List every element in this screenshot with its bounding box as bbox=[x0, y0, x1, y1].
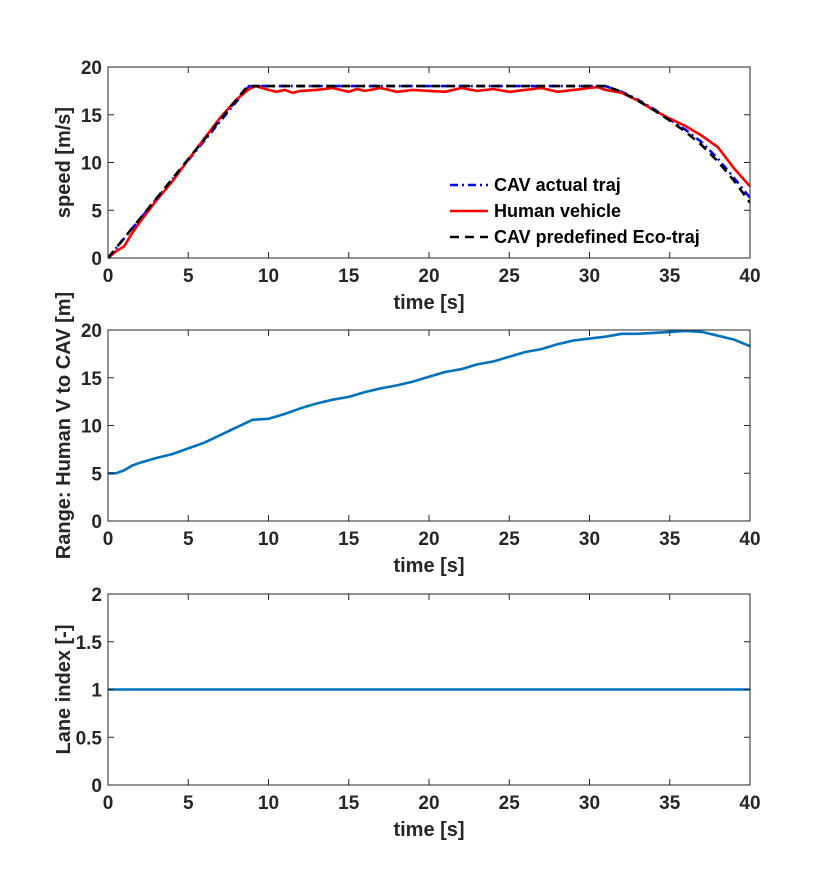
x-tick-label: 25 bbox=[499, 266, 521, 287]
y-axis-label: speed [m/s] bbox=[53, 107, 75, 218]
y-tick-label: 20 bbox=[81, 58, 102, 79]
y-tick-label: 10 bbox=[81, 417, 102, 438]
x-tick-label: 35 bbox=[659, 266, 681, 287]
y-tick-label: 2 bbox=[91, 585, 102, 606]
x-tick-label: 25 bbox=[499, 529, 521, 550]
y-tick-label: 0 bbox=[91, 512, 102, 533]
y-tick-label: 15 bbox=[81, 369, 103, 390]
y-axis-label: Lane index [-] bbox=[53, 624, 75, 754]
x-tick-label: 40 bbox=[739, 529, 760, 550]
series-group bbox=[108, 329, 750, 475]
x-tick-label: 5 bbox=[183, 529, 194, 550]
y-tick-label: 1.5 bbox=[76, 633, 103, 654]
y-tick-label: 5 bbox=[91, 201, 102, 222]
series-line-cav-predefined-eco-traj bbox=[108, 84, 750, 259]
legend-entry: CAV actual traj bbox=[494, 175, 621, 195]
x-tick-label: 35 bbox=[659, 793, 681, 814]
series-line-range bbox=[108, 329, 750, 475]
x-tick-label: 5 bbox=[183, 266, 194, 287]
x-tick-label: 10 bbox=[258, 529, 279, 550]
y-tick-label: 0.5 bbox=[76, 728, 103, 749]
x-tick-label: 10 bbox=[258, 266, 279, 287]
series-line-human-vehicle bbox=[108, 84, 750, 259]
x-tick-label: 5 bbox=[183, 793, 194, 814]
x-tick-label: 10 bbox=[258, 793, 279, 814]
x-tick-label: 0 bbox=[103, 793, 114, 814]
legend-entry: Human vehicle bbox=[494, 201, 621, 221]
y-tick-label: 1 bbox=[91, 681, 102, 702]
x-axis-label: time [s] bbox=[393, 555, 464, 577]
x-tick-label: 0 bbox=[103, 529, 114, 550]
x-tick-label: 20 bbox=[418, 266, 439, 287]
chart-panel-2: 0 5 10 15 20 25 30 35 40 0 5 10 15 20 time [s] Range: H… bbox=[53, 292, 761, 577]
x-tick-label: 30 bbox=[579, 793, 600, 814]
x-axis-label: time [s] bbox=[393, 292, 464, 314]
x-tick-label: 30 bbox=[579, 529, 600, 550]
x-tick-label: 40 bbox=[739, 793, 760, 814]
x-tick-label: 30 bbox=[579, 266, 600, 287]
series-group bbox=[108, 84, 750, 259]
legend: CAV actual traj Human vehicle CAV predefin… bbox=[450, 175, 700, 247]
y-axis-label: Range: Human V to CAV [m] bbox=[53, 292, 75, 559]
x-tick-label: 0 bbox=[103, 266, 114, 287]
x-tick-label: 25 bbox=[499, 793, 521, 814]
x-tick-label: 15 bbox=[338, 529, 360, 550]
y-tick-label: 10 bbox=[81, 154, 102, 175]
x-axis-label: time [s] bbox=[393, 819, 464, 841]
plot-area bbox=[108, 67, 750, 258]
x-tick-label: 20 bbox=[418, 793, 439, 814]
x-tick-label: 20 bbox=[418, 529, 439, 550]
x-tick-label: 15 bbox=[338, 793, 360, 814]
x-tick-label: 15 bbox=[338, 266, 360, 287]
y-tick-label: 5 bbox=[91, 464, 102, 485]
chart-panel-3: 0 5 10 15 20 25 30 35 40 0 0.5 1 1.5 2 time [s] Lane in… bbox=[53, 585, 761, 841]
x-tick-label: 40 bbox=[739, 266, 760, 287]
legend-entry: CAV predefined Eco-traj bbox=[494, 227, 700, 247]
y-tick-label: 0 bbox=[91, 776, 102, 797]
plot-area bbox=[108, 330, 750, 521]
x-tick-label: 35 bbox=[659, 529, 681, 550]
y-tick-label: 20 bbox=[81, 321, 102, 342]
y-tick-label: 0 bbox=[91, 249, 102, 270]
chart-panel-1: 0 5 10 15 20 25 30 35 40 0 5 10 15 20 time [s] speed [m… bbox=[53, 58, 761, 314]
y-tick-label: 15 bbox=[81, 106, 103, 127]
